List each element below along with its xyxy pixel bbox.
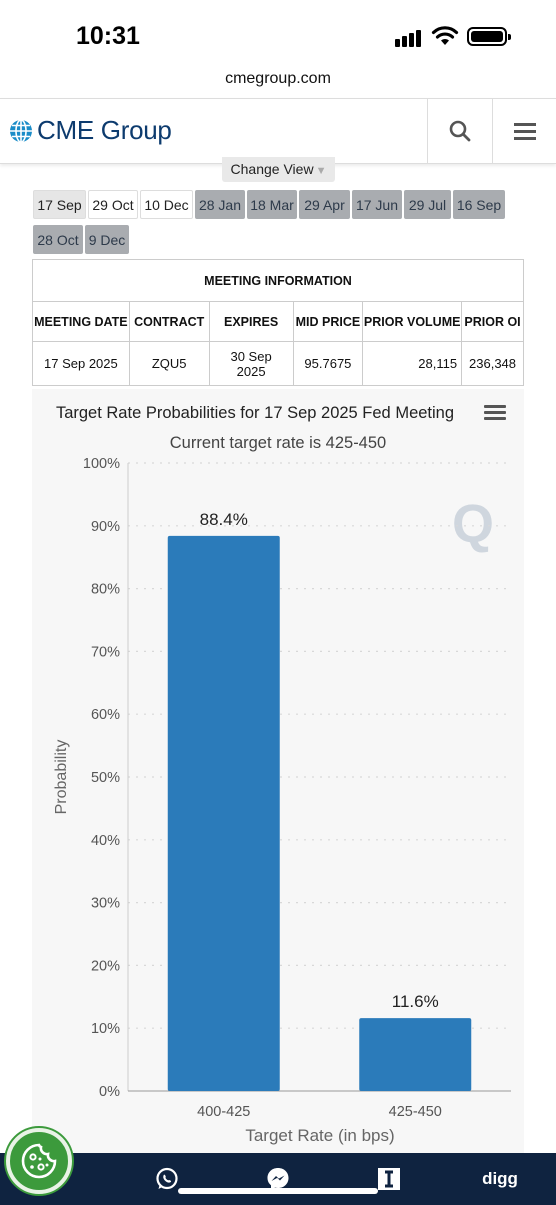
table-cell: 95.7675 bbox=[292, 341, 364, 386]
date-tab[interactable]: 29 Jul bbox=[404, 190, 451, 219]
meeting-info-title: MEETING INFORMATION bbox=[32, 259, 524, 302]
date-tab[interactable]: 16 Sep bbox=[453, 190, 505, 219]
status-bar: 10:31 bbox=[0, 0, 556, 62]
search-button[interactable] bbox=[427, 99, 492, 163]
column-header: MEETING DATE bbox=[32, 301, 130, 342]
url-bar[interactable]: cmegroup.com bbox=[225, 70, 331, 87]
table-cell: 236,348 bbox=[461, 341, 524, 386]
date-tab[interactable]: 9 Dec bbox=[85, 225, 129, 254]
change-view-dropdown[interactable]: Change View ▼ bbox=[222, 157, 335, 182]
wifi-icon bbox=[431, 26, 459, 45]
home-indicator[interactable] bbox=[178, 1188, 378, 1194]
chart-menu-icon bbox=[484, 405, 506, 420]
search-icon bbox=[449, 120, 471, 142]
messenger-button[interactable] bbox=[264, 1165, 292, 1193]
date-tab[interactable]: 29 Oct bbox=[88, 190, 138, 219]
column-header: EXPIRES bbox=[208, 301, 294, 342]
menu-button[interactable] bbox=[492, 99, 556, 163]
whatsapp-icon bbox=[156, 1167, 178, 1190]
cookie-settings-button[interactable] bbox=[6, 1128, 72, 1194]
table-cell: 28,115 bbox=[362, 341, 463, 386]
instapaper-icon bbox=[378, 1168, 400, 1190]
chevron-down-icon: ▼ bbox=[315, 165, 327, 177]
date-tab[interactable]: 18 Mar bbox=[247, 190, 297, 219]
column-header: MID PRICE bbox=[292, 301, 364, 342]
logo-text: CME Group bbox=[37, 115, 172, 145]
date-tab[interactable]: 29 Apr bbox=[299, 190, 350, 219]
globe-logo-icon bbox=[10, 118, 32, 143]
digg-button[interactable]: digg bbox=[482, 1169, 518, 1188]
instapaper-button[interactable] bbox=[376, 1165, 402, 1193]
date-tab[interactable]: 28 Jan bbox=[195, 190, 245, 219]
change-view-label: Change View bbox=[230, 161, 314, 177]
date-tab[interactable]: 17 Sep bbox=[33, 190, 86, 219]
cookie-icon bbox=[21, 1143, 57, 1179]
cellular-signal-icon bbox=[395, 29, 423, 47]
chart-menu-button[interactable] bbox=[484, 405, 506, 425]
battery-icon bbox=[467, 27, 511, 46]
meeting-info-table: MEETING INFORMATION MEETING DATE CONTRAC… bbox=[32, 259, 524, 386]
hamburger-menu-icon bbox=[513, 119, 536, 144]
status-time: 10:31 bbox=[76, 22, 140, 50]
whatsapp-button[interactable] bbox=[153, 1165, 181, 1193]
column-header: CONTRACT bbox=[128, 301, 210, 342]
column-header: PRIOR VOLUME bbox=[362, 301, 463, 342]
table-cell: ZQU5 bbox=[128, 341, 210, 386]
chart-card bbox=[32, 389, 524, 1154]
cme-group-logo[interactable]: CME Group bbox=[9, 115, 172, 146]
date-tab[interactable]: 17 Jun bbox=[352, 190, 402, 219]
site-header: CME Group bbox=[0, 98, 556, 164]
table-cell: 17 Sep 2025 bbox=[32, 341, 130, 386]
table-row: 17 Sep 2025 ZQU5 30 Sep 2025 95.7675 28,… bbox=[32, 341, 524, 386]
column-header: PRIOR OI bbox=[461, 301, 524, 342]
table-cell: 30 Sep 2025 bbox=[208, 341, 294, 386]
messenger-icon bbox=[267, 1168, 289, 1190]
date-tab[interactable]: 28 Oct bbox=[33, 225, 83, 254]
date-tab[interactable]: 10 Dec bbox=[140, 190, 193, 219]
